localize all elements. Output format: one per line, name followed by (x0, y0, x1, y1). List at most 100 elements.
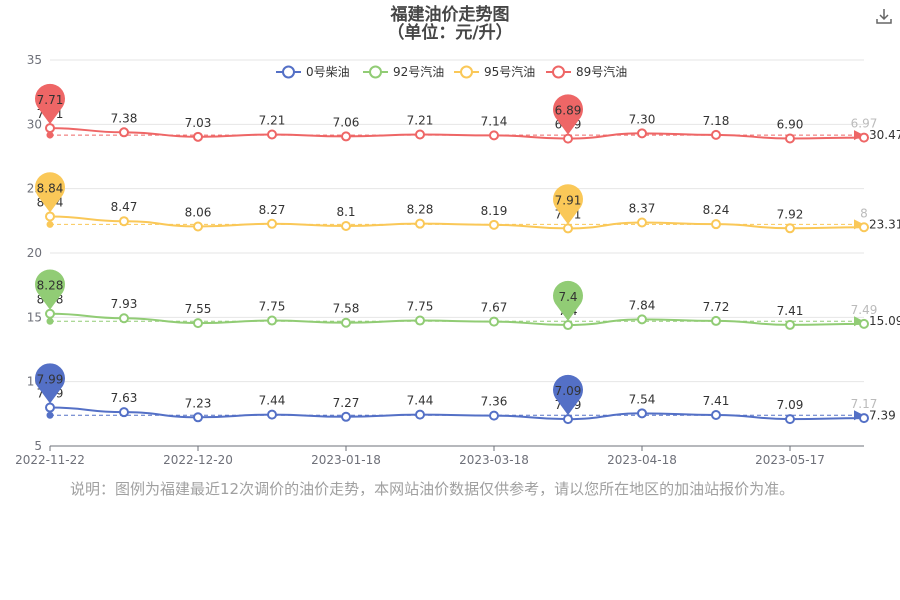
data-point[interactable] (489, 130, 499, 141)
min-pin-label: 7.91 (555, 193, 582, 207)
data-point[interactable] (859, 413, 869, 424)
legend-item[interactable]: 92号汽油 (363, 64, 444, 79)
data-point[interactable] (193, 221, 203, 232)
max-pin-label: 8.84 (37, 181, 64, 195)
data-point[interactable] (637, 408, 647, 419)
data-point[interactable] (415, 409, 425, 420)
data-point[interactable] (711, 219, 721, 230)
average-label: 30.47 (869, 128, 900, 142)
average-start-dot (46, 220, 54, 228)
y-tick-label: 35 (27, 53, 42, 67)
data-point[interactable] (637, 314, 647, 325)
data-point[interactable] (785, 414, 795, 425)
data-label: 7.41 (777, 304, 804, 318)
data-point[interactable] (341, 131, 351, 142)
data-point[interactable] (267, 409, 277, 420)
data-point[interactable] (489, 219, 499, 230)
data-point[interactable] (711, 409, 721, 420)
data-point[interactable] (785, 319, 795, 330)
min-pin-shape (553, 94, 583, 135)
data-point[interactable] (563, 320, 573, 331)
series: 23.31 8.84 8.47 8.06 8.27 8.1 8.28 8.19 7.91 8.37… (35, 172, 900, 234)
data-point[interactable] (637, 217, 647, 228)
data-point[interactable] (45, 211, 55, 222)
data-point[interactable] (415, 315, 425, 326)
data-point[interactable] (267, 315, 277, 326)
legend-label: 95号汽油 (484, 64, 535, 79)
data-point[interactable] (341, 317, 351, 328)
data-label: 8.19 (481, 204, 508, 218)
data-point[interactable] (415, 129, 425, 140)
data-label: 7.44 (259, 394, 286, 408)
data-label: 7.21 (259, 113, 286, 127)
data-point[interactable] (267, 218, 277, 229)
data-point[interactable] (563, 223, 573, 234)
legend-item[interactable]: 95号汽油 (454, 64, 535, 79)
data-point[interactable] (859, 132, 869, 143)
data-point[interactable] (563, 414, 573, 425)
average-arrow (854, 410, 864, 421)
chart-subtitle: （单位：元/升） (387, 22, 512, 43)
average-arrow (854, 219, 864, 230)
min-pin: 7.91 (553, 184, 583, 225)
data-point[interactable] (341, 411, 351, 422)
data-point[interactable] (45, 123, 55, 134)
data-point[interactable] (711, 315, 721, 326)
data-point[interactable] (711, 129, 721, 140)
data-label: 6.90 (777, 117, 804, 131)
data-point[interactable] (341, 220, 351, 231)
data-point[interactable] (785, 223, 795, 234)
data-point[interactable] (785, 133, 795, 144)
data-point[interactable] (193, 318, 203, 329)
download-icon[interactable] (874, 6, 894, 26)
data-point[interactable] (415, 218, 425, 229)
min-pin: 7.09 (553, 374, 583, 416)
data-point[interactable] (859, 318, 869, 329)
data-point[interactable] (637, 128, 647, 139)
data-label: 8.28 (407, 203, 434, 217)
data-point[interactable] (193, 131, 203, 142)
max-pin-shape (35, 83, 65, 125)
data-point[interactable] (119, 313, 129, 324)
data-label: 7.67 (481, 301, 508, 315)
average-start-dot (46, 411, 54, 419)
data-point[interactable] (45, 402, 55, 413)
data-label: 7.03 (185, 116, 212, 130)
data-label: 7.38 (111, 111, 138, 125)
average-arrow (854, 316, 864, 327)
data-point[interactable] (267, 129, 277, 140)
y-tick-label: 15 (27, 310, 42, 324)
data-label: 7.93 (111, 297, 138, 311)
average-label: 7.39 (869, 408, 896, 422)
data-point[interactable] (119, 127, 129, 138)
max-pin: 7.71 (35, 83, 65, 125)
max-pin-shape (35, 269, 65, 310)
min-pin-label: 7.09 (555, 384, 582, 398)
x-tick-label: 2022-12-20 (163, 453, 233, 467)
data-point[interactable] (45, 308, 55, 319)
min-pin: 6.89 (553, 94, 583, 135)
legend-marker (282, 65, 295, 79)
data-label: 7.06 (333, 115, 360, 129)
min-pin-label: 7.4 (558, 290, 577, 304)
data-label: 7.18 (703, 114, 730, 128)
data-point[interactable] (563, 133, 573, 144)
min-pin: 7.4 (553, 280, 583, 322)
data-label: 7.75 (259, 300, 286, 314)
data-point[interactable] (859, 222, 869, 233)
data-point[interactable] (119, 407, 129, 418)
data-label: 8 (860, 206, 868, 220)
legend-item[interactable]: 0号柴油 (276, 65, 350, 79)
legend-item[interactable]: 89号汽油 (546, 64, 627, 79)
data-label: 6.97 (851, 117, 878, 131)
grid-lines (50, 59, 864, 447)
data-point[interactable] (489, 316, 499, 327)
data-point[interactable] (489, 410, 499, 421)
data-point[interactable] (193, 412, 203, 423)
data-point[interactable] (119, 216, 129, 227)
max-pin-label: 7.99 (37, 373, 64, 387)
data-label: 7.58 (333, 302, 360, 316)
average-label: 15.09 (869, 314, 900, 328)
legend[interactable]: 0号柴油 92号汽油 95号汽油 89号汽油 (276, 64, 627, 79)
series-layer: 7.39 7.99 7.63 7.23 7.44 7.27 7.44 7.36 7.09 7.54… (35, 83, 900, 425)
